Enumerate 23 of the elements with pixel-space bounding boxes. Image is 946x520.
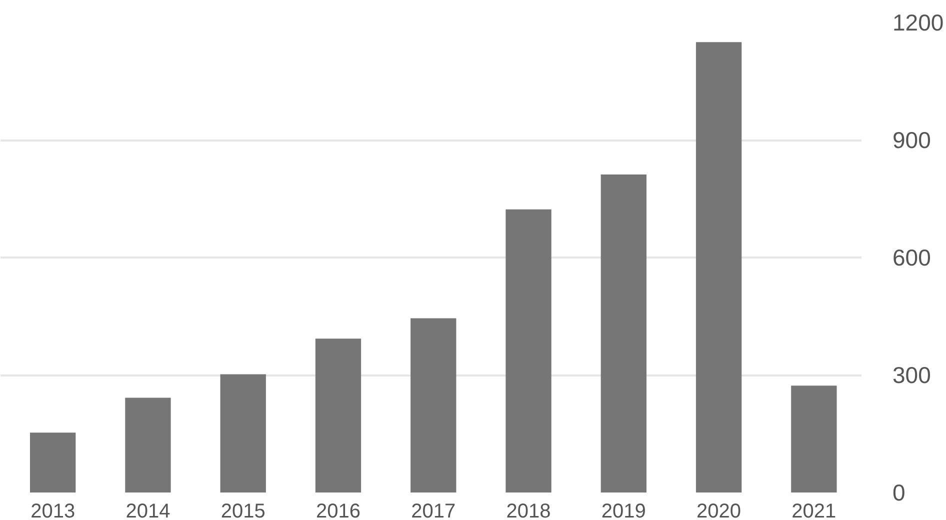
bar bbox=[125, 398, 171, 492]
bar bbox=[600, 174, 646, 492]
x-tick-label: 2021 bbox=[792, 500, 836, 520]
bar bbox=[696, 42, 742, 492]
bar bbox=[220, 374, 266, 492]
y-tick-label: 1200 bbox=[892, 10, 944, 36]
x-tick-label: 2017 bbox=[411, 500, 456, 520]
y-tick-label: 900 bbox=[892, 127, 931, 153]
y-tick-label: 0 bbox=[892, 480, 906, 506]
bar bbox=[410, 318, 456, 492]
x-tick-label: 2020 bbox=[696, 500, 742, 520]
y-tick-label: 300 bbox=[892, 362, 931, 388]
x-tick-label: 2014 bbox=[126, 500, 170, 520]
x-tick-label: 2013 bbox=[30, 500, 76, 520]
bar bbox=[506, 209, 552, 492]
bar bbox=[315, 338, 362, 492]
y-tick-label: 600 bbox=[892, 244, 931, 270]
x-tick-label: 2019 bbox=[601, 500, 646, 520]
x-tick-label: 2015 bbox=[220, 500, 266, 520]
bar bbox=[30, 432, 76, 492]
x-tick-label: 2016 bbox=[316, 500, 360, 520]
x-tick-label: 2018 bbox=[506, 500, 551, 520]
bar bbox=[791, 386, 837, 492]
